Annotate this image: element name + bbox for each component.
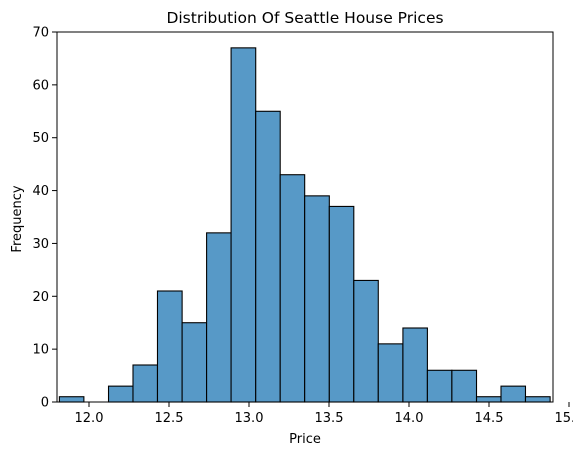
- histogram-bar: [475, 396, 502, 403]
- histogram-bar: [255, 110, 281, 403]
- y-tick-label: 50: [32, 131, 49, 146]
- bars-group: [58, 47, 551, 403]
- x-tick-label: 13.5: [315, 411, 344, 426]
- histogram-bar: [279, 174, 306, 403]
- histogram-bar: [402, 327, 428, 403]
- histogram-bar: [353, 279, 379, 403]
- y-axis-label: Frequency: [10, 185, 25, 252]
- histogram-bar: [524, 396, 551, 403]
- histogram-bar: [304, 195, 330, 403]
- y-tick-label: 70: [32, 26, 49, 41]
- histogram-bar: [230, 47, 257, 403]
- y-tick-label: 0: [41, 396, 49, 411]
- histogram-bar: [377, 343, 404, 403]
- y-tick-label: 20: [32, 290, 49, 305]
- histogram-bar: [426, 369, 453, 403]
- x-tick-label: 12.0: [75, 411, 104, 426]
- x-axis-label: Price: [289, 432, 321, 447]
- histogram-bar: [156, 290, 183, 403]
- histogram-bar: [58, 396, 85, 403]
- x-tick-label: 13.0: [235, 411, 264, 426]
- x-tick-label: 15.0: [555, 411, 573, 426]
- y-tick-label: 10: [32, 343, 49, 358]
- x-tick-label: 12.5: [155, 411, 184, 426]
- plot-frame: [56, 31, 554, 403]
- y-tick-label: 30: [32, 237, 49, 252]
- x-axis: 12.0 12.5 13.0 13.5 14.0 14.5 15.0: [75, 402, 573, 426]
- histogram-bar: [132, 364, 159, 403]
- histogram-bar: [500, 385, 527, 403]
- histogram-bar: [451, 369, 478, 403]
- histogram-bar: [206, 232, 232, 403]
- histogram-bar: [328, 205, 355, 403]
- y-tick-label: 60: [32, 78, 49, 93]
- histogram-bar: [107, 385, 134, 403]
- y-tick-label: 40: [32, 184, 49, 199]
- x-tick-label: 14.0: [395, 411, 424, 426]
- chart-title: Distribution Of Seattle House Prices: [166, 9, 443, 27]
- histogram-bar: [181, 322, 208, 403]
- x-tick-label: 14.5: [475, 411, 504, 426]
- y-axis: 0 10 20 30 40 50 60 70: [32, 26, 57, 411]
